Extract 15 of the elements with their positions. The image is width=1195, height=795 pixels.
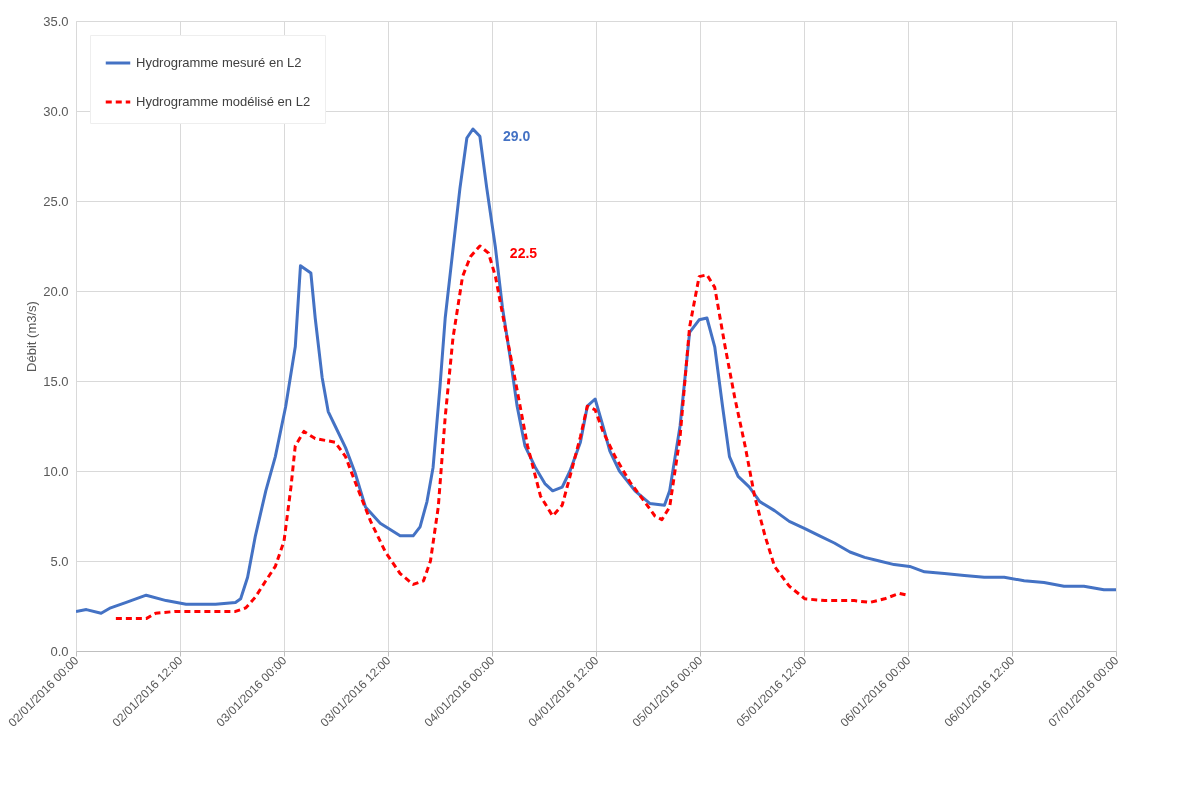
annotation: 29.0 — [502, 128, 531, 144]
annotation: 22.5 — [509, 245, 538, 261]
y-tick-label: 0.0 — [50, 643, 69, 659]
line-series — [114, 244, 909, 621]
legend-label: Hydrogramme mesuré en L2 — [136, 55, 302, 70]
y-tick-label: 35.0 — [43, 13, 69, 29]
y-axis-title: Débit (m3/s) — [24, 301, 40, 372]
y-tick-label: 15.0 — [43, 373, 69, 389]
line-series — [76, 127, 1116, 615]
legend-label: Hydrogramme modélisé en L2 — [136, 94, 311, 109]
y-tick-label: 5.0 — [50, 553, 69, 569]
y-tick-label: 30.0 — [43, 103, 69, 119]
y-tick-label: 10.0 — [43, 463, 69, 479]
y-tick-label: 20.0 — [43, 283, 69, 299]
y-tick-label: 25.0 — [43, 193, 69, 209]
